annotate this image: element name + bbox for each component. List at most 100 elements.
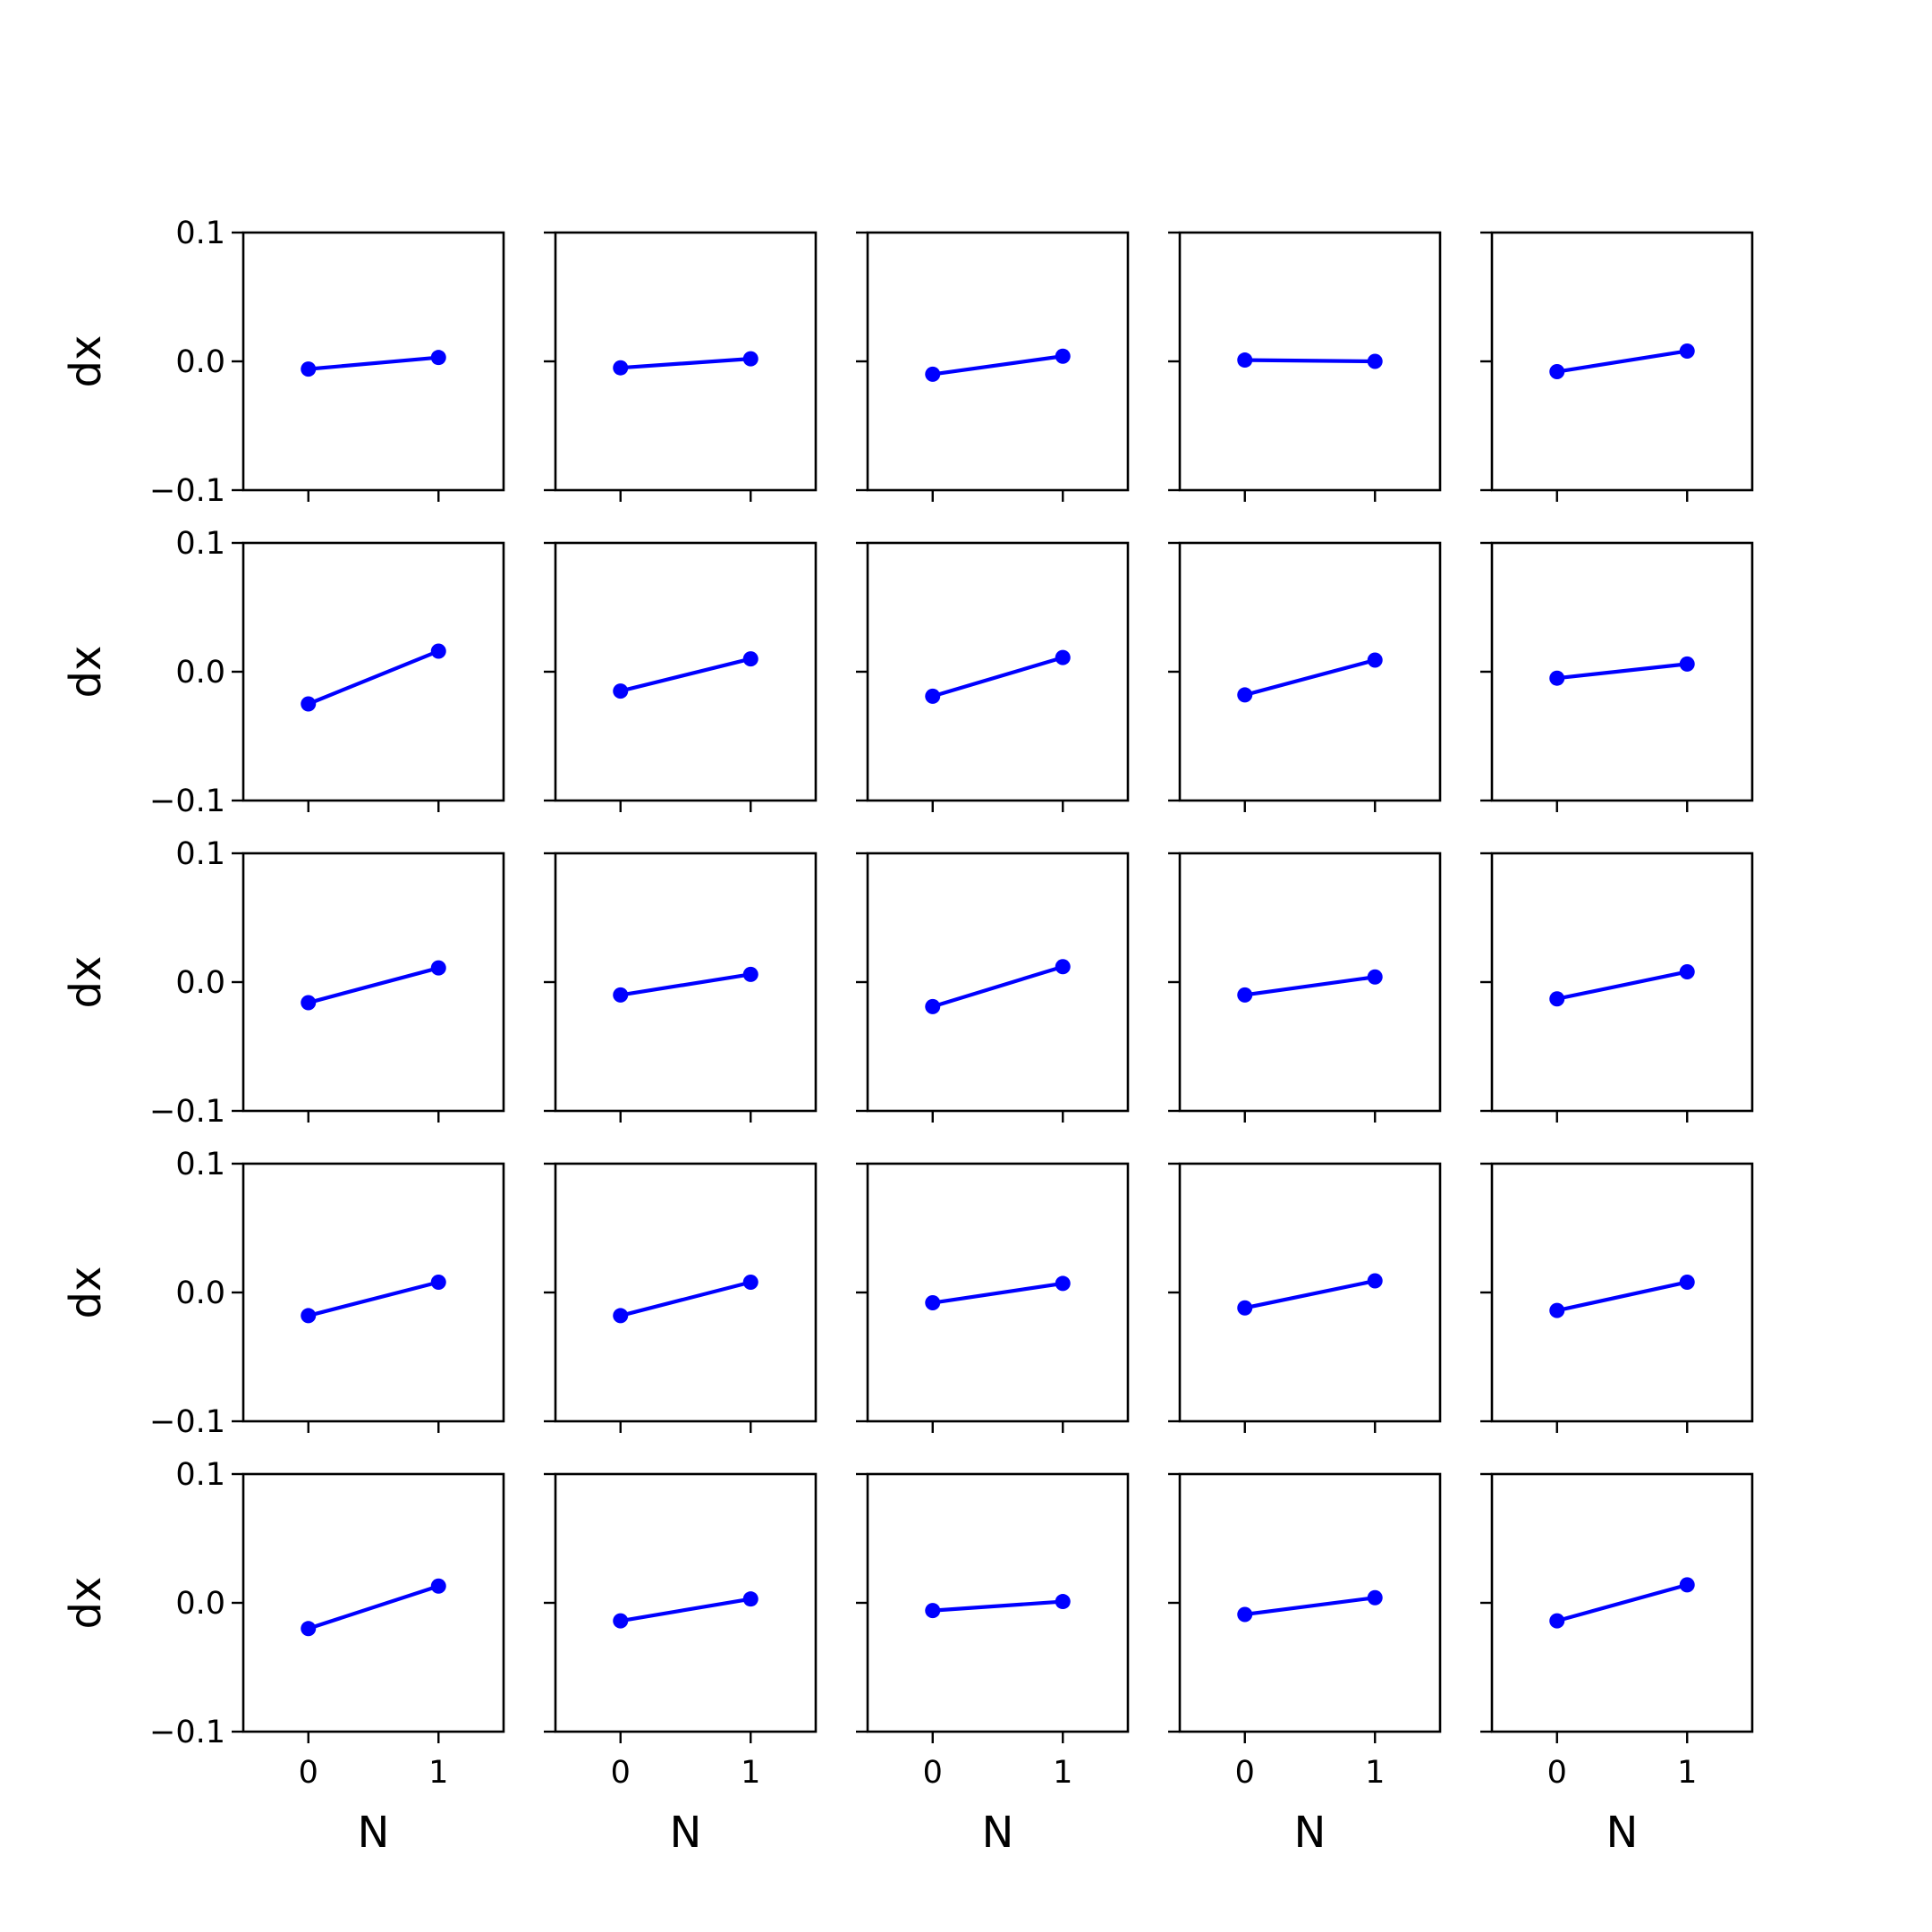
series-line: [1555, 1582, 1690, 1623]
y-axis-label: dx: [61, 1577, 111, 1630]
data-point: [301, 696, 317, 712]
axes-frame: [1490, 1162, 1754, 1423]
axes-frame: [866, 541, 1130, 802]
data-point: [613, 987, 629, 1003]
x-tick-label: 1: [741, 1755, 760, 1791]
subplot-r4-c1: 0 1 N: [544, 1472, 818, 1858]
subplot-r1-c0: −0.1 0.0 0.1 dx: [61, 526, 505, 819]
x-axis-label: N: [1606, 1808, 1639, 1858]
y-tick-label: 0.0: [175, 344, 225, 380]
data-point: [1549, 670, 1565, 686]
data-point: [430, 643, 446, 659]
y-tick-label: 0.1: [175, 526, 225, 562]
y-tick-label: −0.1: [149, 1404, 225, 1440]
data-point: [301, 1308, 317, 1324]
data-point: [1237, 352, 1253, 369]
axes-frame: [242, 1162, 505, 1423]
data-point: [301, 361, 317, 377]
x-tick-label: 0: [299, 1755, 318, 1791]
series-line: [1555, 1280, 1690, 1313]
x-axis-label: N: [358, 1808, 390, 1858]
data-point: [1055, 649, 1071, 665]
subplot-r0-c1: [544, 231, 818, 502]
data-point: [1055, 959, 1071, 975]
x-tick-label: 1: [1677, 1755, 1697, 1791]
data-point: [742, 651, 758, 667]
subplot-r1-c3: [1168, 541, 1442, 812]
data-point: [1679, 1577, 1695, 1593]
series-line: [930, 964, 1065, 1009]
data-point: [1237, 1300, 1253, 1316]
y-tick-label: −0.1: [149, 473, 225, 509]
x-tick-label: 0: [611, 1755, 631, 1791]
axes-frame: [1178, 541, 1442, 802]
x-axis-label: N: [982, 1808, 1014, 1858]
axes-frame: [1490, 852, 1754, 1113]
subplot-r3-c0: −0.1 0.0 0.1 dx: [61, 1147, 505, 1440]
y-tick-label: 0.1: [175, 836, 225, 872]
axes-frame: [554, 852, 818, 1113]
y-axis-label: dx: [61, 646, 111, 699]
series-line: [930, 1599, 1065, 1613]
subplot-r4-c0: −0.1 0.0 0.1 0 1 dx N: [61, 1457, 505, 1858]
axes-frame: [866, 1472, 1130, 1733]
y-tick-label: 0.1: [175, 216, 225, 251]
axes-frame: [554, 541, 818, 802]
y-axis-label: dx: [61, 1267, 111, 1319]
y-axis-label: dx: [61, 335, 111, 388]
x-tick-label: 1: [1053, 1755, 1072, 1791]
axes-frame: [242, 541, 505, 802]
subplot-r3-c3: [1168, 1162, 1442, 1433]
axes-frame: [554, 1162, 818, 1423]
series-line: [306, 1584, 441, 1631]
series-line: [1242, 975, 1377, 997]
series-line: [1555, 349, 1690, 374]
subplot-r3-c1: [544, 1162, 818, 1433]
subplot-r4-c3: 0 1 N: [1168, 1472, 1442, 1858]
data-point: [301, 1621, 317, 1637]
series-line: [1242, 358, 1377, 364]
x-tick-label: 1: [428, 1755, 448, 1791]
subplot-r1-c4: [1480, 541, 1754, 812]
series-line: [930, 1281, 1065, 1305]
y-tick-label: −0.1: [149, 1715, 225, 1750]
data-point: [1549, 1613, 1565, 1629]
data-point: [742, 966, 758, 982]
data-point: [1237, 687, 1253, 703]
x-axis-label: N: [670, 1808, 702, 1858]
data-point: [925, 998, 941, 1014]
data-point: [1055, 348, 1071, 364]
series-line: [618, 972, 753, 997]
data-point: [1367, 1273, 1383, 1289]
data-point: [1549, 1302, 1565, 1318]
series-line: [930, 656, 1065, 699]
data-point: [925, 1295, 941, 1311]
series-line: [618, 1280, 753, 1318]
series-line: [1555, 970, 1690, 1001]
subplot-r0-c3: [1168, 231, 1442, 502]
y-tick-label: −0.1: [149, 1094, 225, 1130]
x-tick-label: 0: [1235, 1755, 1255, 1791]
y-tick-label: 0.1: [175, 1147, 225, 1182]
data-point: [742, 1591, 758, 1607]
subplot-r3-c4: [1480, 1162, 1754, 1433]
subplot-r4-c4: 0 1 N: [1480, 1472, 1754, 1858]
x-axis-label: N: [1294, 1808, 1326, 1858]
data-point: [613, 360, 629, 376]
y-tick-label: 0.0: [175, 1275, 225, 1311]
series-line: [306, 355, 441, 371]
subplot-r4-c2: 0 1 N: [856, 1472, 1130, 1858]
y-tick-label: 0.0: [175, 655, 225, 691]
data-point: [925, 1603, 941, 1619]
y-tick-label: 0.0: [175, 1586, 225, 1622]
axes-frame: [1178, 1472, 1442, 1733]
data-point: [1237, 1606, 1253, 1623]
data-point: [430, 350, 446, 366]
axes-frame: [1178, 852, 1442, 1113]
series-line: [618, 1597, 753, 1623]
series-line: [306, 966, 441, 1005]
data-point: [1367, 353, 1383, 369]
axes-frame: [866, 231, 1130, 492]
data-point: [1367, 969, 1383, 985]
